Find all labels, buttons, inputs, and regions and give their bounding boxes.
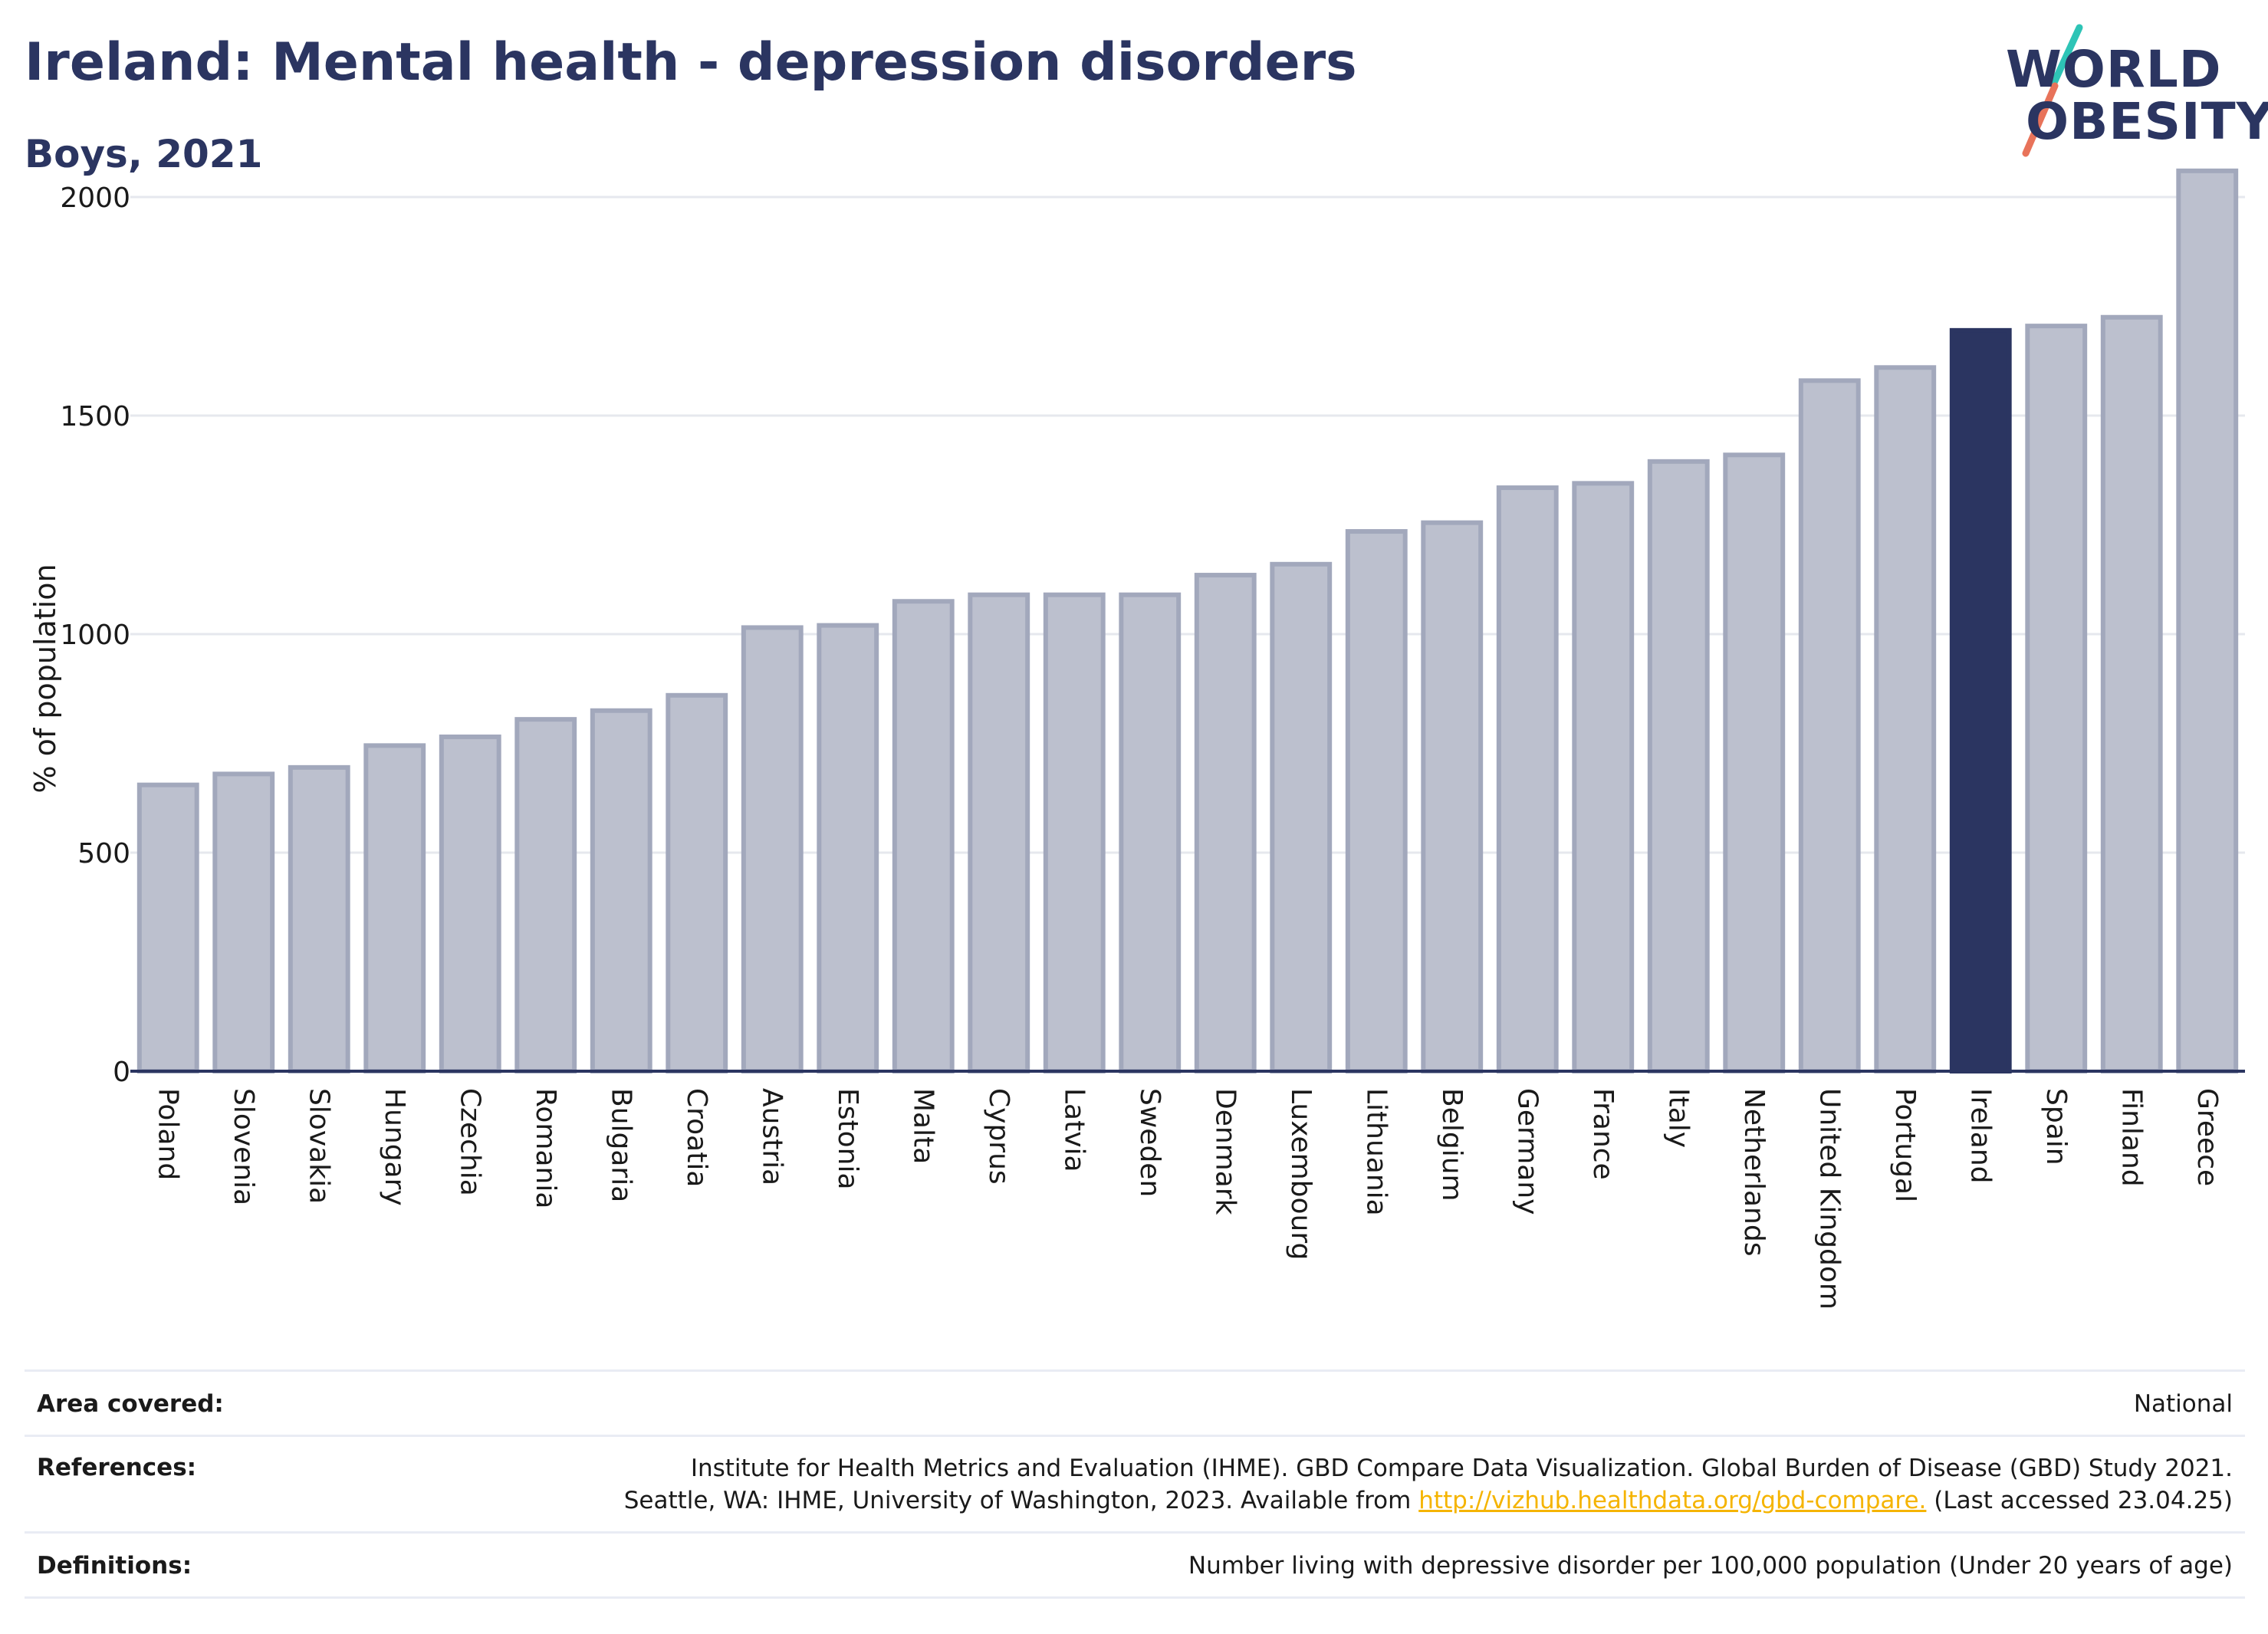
x-tick-label: Belgium: [1436, 1088, 1468, 1202]
bar-bulgaria[interactable]: [590, 708, 652, 1073]
x-tick-label: Estonia: [832, 1088, 863, 1190]
x-tick-label: Austria: [756, 1088, 787, 1185]
x-tick-label: Denmark: [1209, 1088, 1241, 1215]
bar-hungary[interactable]: [363, 743, 426, 1073]
bar-czechia[interactable]: [439, 734, 501, 1073]
footer-row-references: References: Institute for Health Metrics…: [25, 1435, 2245, 1531]
bar-sweden[interactable]: [1119, 592, 1182, 1073]
references-text: Institute for Health Metrics and Evaluat…: [624, 1452, 2233, 1517]
x-tick-label: Finland: [2115, 1088, 2147, 1187]
footer-row-area: Area covered: National: [25, 1369, 2245, 1435]
x-tick-label: Germany: [1511, 1088, 1543, 1215]
bar-portugal[interactable]: [1874, 365, 1937, 1073]
references-line-2: Seattle, WA: IHME, University of Washing…: [624, 1484, 2233, 1517]
bar-cyprus[interactable]: [968, 592, 1030, 1073]
bar-spain[interactable]: [2025, 324, 2088, 1073]
x-tick-label: Malta: [907, 1088, 938, 1164]
chart-footer: Area covered: National References: Insti…: [25, 1369, 2245, 1599]
x-tick-label: Cyprus: [983, 1088, 1014, 1185]
area-covered-label: Area covered:: [37, 1390, 224, 1418]
x-tick-label: Hungary: [379, 1088, 410, 1206]
area-covered-value: National: [2133, 1390, 2233, 1418]
y-tick-label: 1000: [60, 620, 130, 651]
references-label: References:: [37, 1454, 197, 1481]
x-tick-label: Croatia: [681, 1088, 712, 1187]
x-tick-label: Slovakia: [303, 1088, 334, 1204]
y-tick-label: 0: [113, 1057, 130, 1088]
bar-united-kingdom[interactable]: [1798, 378, 1861, 1073]
bar-netherlands[interactable]: [1723, 452, 1786, 1073]
bar-denmark[interactable]: [1194, 573, 1257, 1073]
bar-croatia[interactable]: [666, 692, 728, 1073]
x-tick-label: Luxembourg: [1285, 1088, 1316, 1260]
bar-malta[interactable]: [892, 599, 955, 1073]
logo-word-world: WORLD: [2006, 40, 2222, 99]
world-obesity-logo: WORLD OBESITY: [1994, 23, 2268, 161]
x-tick-label: Poland: [152, 1088, 183, 1180]
bar-slovakia[interactable]: [288, 764, 350, 1073]
bar-italy[interactable]: [1647, 459, 1710, 1073]
x-tick-label: Italy: [1662, 1088, 1694, 1148]
x-tick-label: Czechia: [454, 1088, 485, 1196]
bar-romania[interactable]: [514, 717, 577, 1074]
x-tick-label: Greece: [2191, 1088, 2223, 1186]
references-line-1: Institute for Health Metrics and Evaluat…: [690, 1455, 2233, 1482]
bar-austria[interactable]: [741, 625, 804, 1073]
x-tick-label: Sweden: [1134, 1088, 1165, 1197]
definitions-label: Definitions:: [37, 1552, 192, 1580]
y-tick-label: 1500: [60, 401, 130, 432]
x-tick-label: Spain: [2040, 1088, 2072, 1165]
x-tick-label: Portugal: [1889, 1088, 1921, 1202]
x-tick-label: Netherlands: [1738, 1088, 1770, 1256]
x-tick-label: Bulgaria: [605, 1088, 636, 1202]
footer-row-definitions: Definitions: Number living with depressi…: [25, 1531, 2245, 1599]
chart-subtitle: Boys, 2021: [25, 132, 263, 176]
y-tick-label: 2000: [60, 182, 130, 214]
bar-luxembourg[interactable]: [1270, 561, 1333, 1073]
bar-finland[interactable]: [2100, 314, 2163, 1073]
bar-lithuania[interactable]: [1345, 529, 1408, 1073]
bar-germany[interactable]: [1496, 485, 1559, 1073]
references-link[interactable]: http://vizhub.healthdata.org/gbd-compare…: [1418, 1487, 1927, 1514]
bar-slovenia[interactable]: [212, 771, 275, 1074]
x-tick-label: Lithuania: [1360, 1088, 1392, 1216]
y-tick-label: 500: [77, 838, 130, 870]
bar-estonia[interactable]: [817, 623, 879, 1073]
bar-ireland[interactable]: [1949, 327, 2012, 1074]
bar-poland[interactable]: [136, 782, 199, 1074]
bar-belgium[interactable]: [1421, 520, 1484, 1073]
logo-word-obesity: OBESITY: [2026, 92, 2268, 151]
x-tick-label: France: [1587, 1088, 1619, 1180]
references-line-2-prefix: Seattle, WA: IHME, University of Washing…: [623, 1487, 1419, 1514]
bar-greece[interactable]: [2176, 168, 2239, 1073]
bar-chart: 0 500 1000 1500 2000 Poland Slovenia Slovakia H…: [28, 168, 2245, 1310]
x-tick-label: United Kingdom: [1813, 1088, 1845, 1310]
chart-title: Ireland: Mental health - depression diso…: [25, 32, 1357, 93]
bar-latvia[interactable]: [1043, 592, 1106, 1073]
x-tick-label: Romania: [530, 1088, 561, 1208]
x-tick-label: Ireland: [1964, 1088, 1996, 1184]
x-tick-label: Latvia: [1058, 1088, 1090, 1172]
y-axis-label: % of population: [28, 564, 62, 793]
x-tick-label: Slovenia: [228, 1088, 259, 1205]
references-line-2-suffix: (Last accessed 23.04.25): [1926, 1487, 2233, 1514]
logo-slash-icon: [2022, 24, 2083, 157]
bar-france[interactable]: [1572, 481, 1635, 1073]
definitions-value: Number living with depressive disorder p…: [1188, 1552, 2233, 1580]
